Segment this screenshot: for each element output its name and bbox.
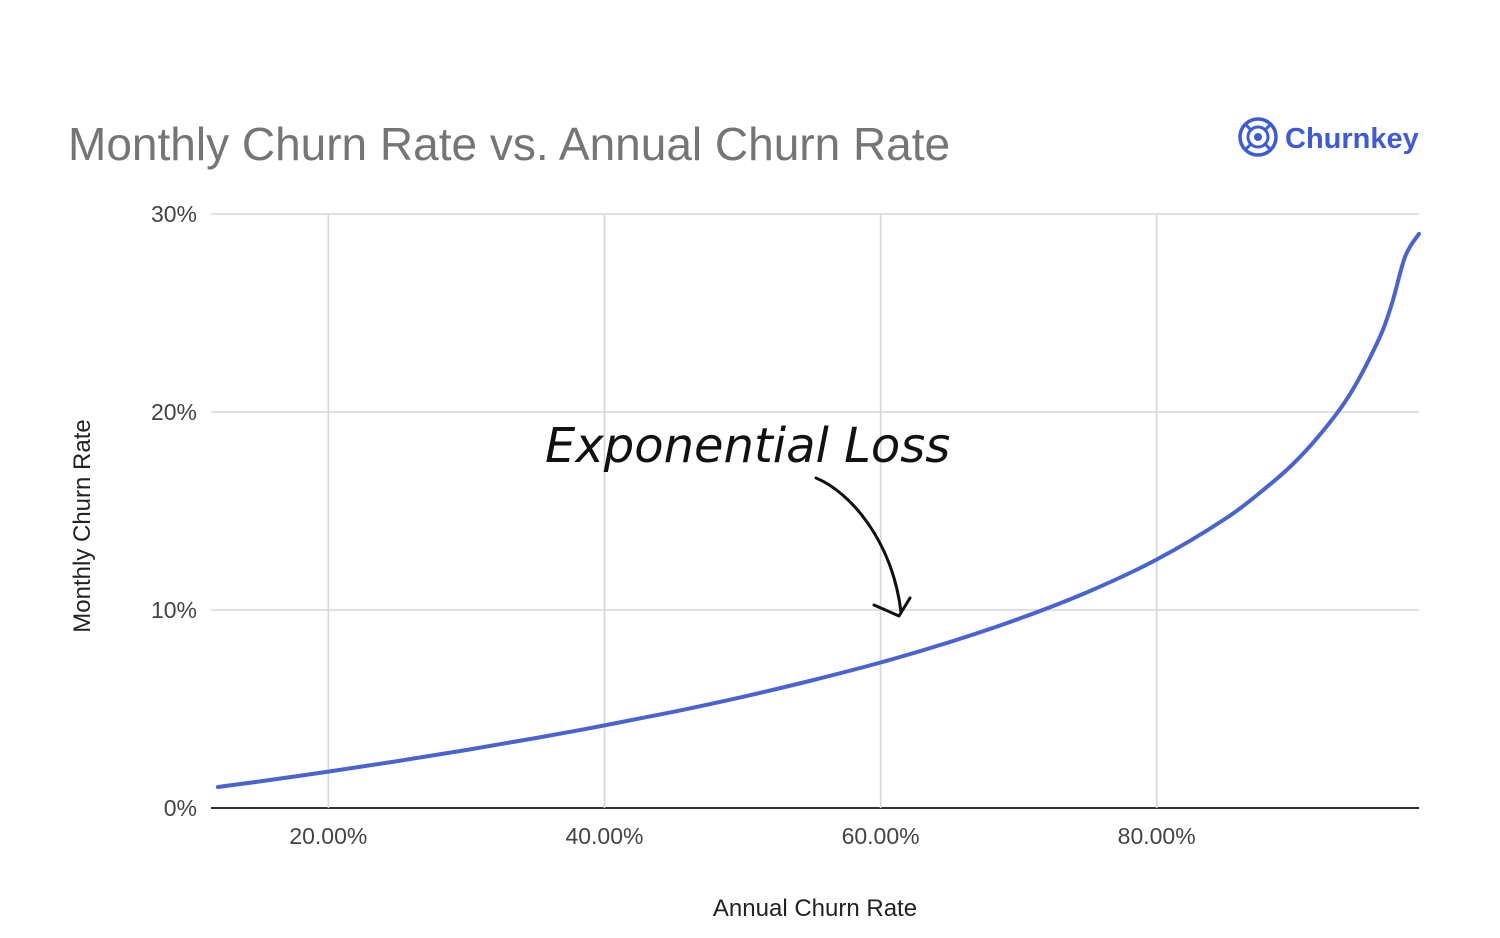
x-tick-label: 40.00%: [565, 823, 643, 849]
series-lines: [215, 231, 1421, 789]
annotation-group: Exponential Loss: [545, 418, 950, 618]
x-axis-ticks: 20.00% 40.00% 60.00% 80.00%: [289, 823, 1195, 849]
y-axis-title: Monthly Churn Rate: [69, 419, 96, 632]
brand-logo: Churnkey: [1238, 117, 1419, 157]
annotation-arrow: [814, 476, 903, 614]
series-line: [215, 231, 1421, 789]
x-tick-label: 60.00%: [842, 823, 920, 849]
y-tick-label: 10%: [151, 597, 197, 623]
x-axis-title: Annual Churn Rate: [713, 895, 917, 922]
annotation-arrowhead: [872, 596, 912, 618]
annotation-label: Exponential Loss: [545, 418, 950, 474]
gridlines: [211, 213, 1419, 809]
y-axis-ticks: 0% 10% 20% 30%: [151, 201, 197, 821]
chart-title: Monthly Churn Rate vs. Annual Churn Rate: [68, 118, 950, 170]
y-tick-label: 20%: [151, 399, 197, 425]
x-tick-label: 20.00%: [289, 823, 367, 849]
brand-name: Churnkey: [1285, 123, 1419, 155]
y-tick-label: 30%: [151, 201, 197, 227]
y-tick-label: 0%: [164, 795, 197, 821]
x-tick-label: 80.00%: [1118, 823, 1196, 849]
churnkey-logo-icon: [1238, 117, 1278, 157]
